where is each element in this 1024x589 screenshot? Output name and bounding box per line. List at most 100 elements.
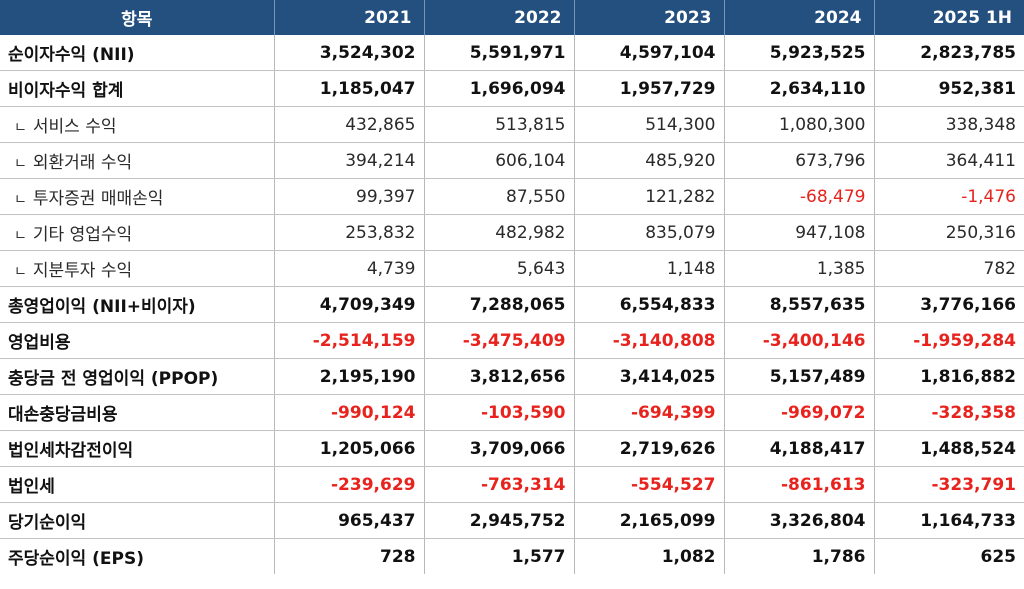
financial-table: 항목 2021 2022 2023 2024 2025 1H 순이자수익 (NI… <box>0 0 1024 574</box>
cell-value: 1,185,047 <box>274 70 425 107</box>
table-row: 대손충당금비용 -990,124 -103,590 -694,399 -969,… <box>0 394 1024 431</box>
cell-value: 3,524,302 <box>274 35 425 71</box>
cell-value: 513,815 <box>424 106 575 143</box>
sub-item-marker: ㄴ <box>14 156 27 172</box>
row-label: 주당순이익 (EPS) <box>0 538 275 574</box>
cell-value: -68,479 <box>724 178 875 215</box>
cell-value: 625 <box>980 546 1017 567</box>
table-row: 순이자수익 (NII) 3,524,302 5,591,971 4,597,10… <box>0 35 1024 71</box>
table-row: ㄴ 서비스 수익 432,865 513,815 514,300 1,080,30… <box>0 106 1024 143</box>
cell-value: 394,214 <box>274 142 425 179</box>
cell-value: 338,348 <box>874 106 1024 143</box>
row-label-text: 기타 영업수익 <box>32 225 133 245</box>
sub-item-marker: ㄴ <box>14 228 27 244</box>
cell-value: 5,157,489 <box>724 358 875 395</box>
cell-value: 1,148 <box>574 250 725 287</box>
row-label: 충당금 전 영업이익 (PPOP) <box>0 358 275 395</box>
cell-value: 514,300 <box>574 106 725 143</box>
header-year: 2022 <box>424 0 575 35</box>
row-label: 법인세차감전이익 <box>0 430 275 467</box>
cell-value: 1,080,300 <box>724 106 875 143</box>
sub-item-marker: ㄴ <box>14 120 27 136</box>
table-row: 영업비용 -2,514,159 -3,475,409 -3,140,808 -3… <box>0 322 1024 359</box>
table-row: 당기순이익 965,437 2,945,752 2,165,099 3,326,… <box>0 502 1024 539</box>
cell-value: -103,590 <box>424 394 575 431</box>
cell-value: 5,643 <box>424 250 575 287</box>
cell-value: -1,476 <box>874 178 1024 215</box>
row-label: ㄴ 서비스 수익 <box>0 106 275 143</box>
cell-value: 673,796 <box>724 142 875 179</box>
cell-value: -990,124 <box>274 394 425 431</box>
cell-value: -969,072 <box>724 394 875 431</box>
table-row: ㄴ 외환거래 수익 394,214 606,104 485,920 673,796… <box>0 142 1024 179</box>
cell-value: 2,945,752 <box>424 502 575 539</box>
row-label: ㄴ 기타 영업수익 <box>0 214 275 251</box>
cell-value: -554,527 <box>574 466 725 503</box>
table-row: 충당금 전 영업이익 (PPOP) 2,195,190 3,812,656 3,… <box>0 358 1024 395</box>
cell-value: 3,776,166 <box>874 286 1024 323</box>
cell-value: -328,358 <box>874 394 1024 431</box>
cell-value: 2,823,785 <box>874 35 1024 71</box>
row-label: ㄴ 지분투자 수익 <box>0 250 275 287</box>
cell-value: 121,282 <box>574 178 725 215</box>
cell-value: 1,816,882 <box>874 358 1024 395</box>
cell-value: 1,696,094 <box>424 70 575 107</box>
cell-value: -3,140,808 <box>574 322 725 359</box>
cell-value: -763,314 <box>424 466 575 503</box>
cell-value: 3,709,066 <box>424 430 575 467</box>
sub-item-marker: ㄴ <box>14 264 27 280</box>
row-label: 법인세 <box>0 466 275 503</box>
cell-value: 4,188,417 <box>724 430 875 467</box>
cell-value: 485,920 <box>574 142 725 179</box>
row-label: 당기순이익 <box>0 502 275 539</box>
cell-value: 4,739 <box>274 250 425 287</box>
cell-value: 1,205,066 <box>274 430 425 467</box>
cell-value: 8,557,635 <box>724 286 875 323</box>
header-row: 항목 2021 2022 2023 2024 2025 1H <box>0 0 1024 35</box>
row-label-text: 투자증권 매매손익 <box>32 189 164 209</box>
cell-value: 3,812,656 <box>424 358 575 395</box>
sub-item-marker: ㄴ <box>14 192 27 208</box>
cell-value: -1,959,284 <box>874 322 1024 359</box>
cell-value: 1,786 <box>724 538 875 574</box>
cell-value: 5,591,971 <box>424 35 575 71</box>
table-row: 법인세 -239,629 -763,314 -554,527 -861,613 … <box>0 466 1024 503</box>
cell-value: 253,832 <box>274 214 425 251</box>
cell-value: 6,554,833 <box>574 286 725 323</box>
cell-value: 7,288,065 <box>424 286 575 323</box>
row-label: 비이자수익 합계 <box>0 70 275 107</box>
table-row: 주당순이익 (EPS) 728 1,577 1,082 1,786 625 <box>0 538 1024 574</box>
table-row: ㄴ 기타 영업수익 253,832 482,982 835,079 947,108… <box>0 214 1024 251</box>
cell-value: 728 <box>274 538 425 574</box>
cell-value: 782 <box>874 250 1024 287</box>
cell-value: 5,923,525 <box>724 35 875 71</box>
cell-value: 250,316 <box>874 214 1024 251</box>
cell-value: 432,865 <box>274 106 425 143</box>
cell-value: -3,475,409 <box>424 322 575 359</box>
cell-value: -2,514,159 <box>274 322 425 359</box>
header-year: 2021 <box>274 0 425 35</box>
cell-value: 4,597,104 <box>574 35 725 71</box>
cell-value: 965,437 <box>274 502 425 539</box>
header-year: 2024 <box>724 0 875 35</box>
cell-value: 2,719,626 <box>574 430 725 467</box>
cell-value: 3,414,025 <box>574 358 725 395</box>
row-label-text: 외환거래 수익 <box>32 153 133 173</box>
header-year: 2023 <box>574 0 725 35</box>
cell-value: 2,195,190 <box>274 358 425 395</box>
row-label: ㄴ 투자증권 매매손익 <box>0 178 275 215</box>
cell-value: 3,326,804 <box>724 502 875 539</box>
row-label: 총영업이익 (NII+비이자) <box>0 286 275 323</box>
cell-value: 2,165,099 <box>574 502 725 539</box>
cell-value: 4,709,349 <box>274 286 425 323</box>
table-row: 총영업이익 (NII+비이자) 4,709,349 7,288,065 6,55… <box>0 286 1024 323</box>
row-label: 순이자수익 (NII) <box>0 35 275 71</box>
cell-value: -694,399 <box>574 394 725 431</box>
cell-value: 952,381 <box>874 70 1024 107</box>
cell-value: 835,079 <box>574 214 725 251</box>
cell-value: 482,982 <box>424 214 575 251</box>
table-row: 법인세차감전이익 1,205,066 3,709,066 2,719,626 4… <box>0 430 1024 467</box>
row-label: ㄴ 외환거래 수익 <box>0 142 275 179</box>
header-item: 항목 <box>0 0 275 35</box>
cell-value: -861,613 <box>724 466 875 503</box>
